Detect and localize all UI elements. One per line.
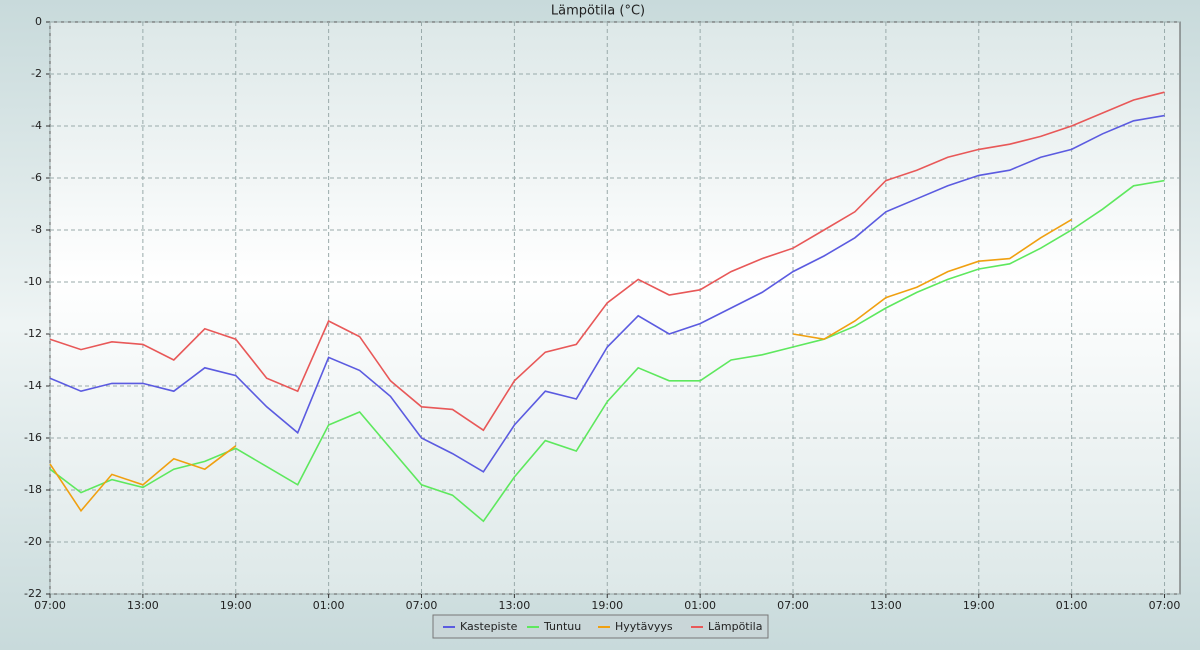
y-tick-label: 0 (35, 15, 42, 28)
y-tick-label: -18 (24, 483, 42, 496)
y-tick-label: -8 (31, 223, 42, 236)
x-tick-label: 01:00 (684, 599, 716, 612)
legend: Kastepiste Tuntuu Hyytävyys Lämpötila (432, 614, 769, 639)
legend-label: Tuntuu (543, 620, 581, 633)
legend-label: Kastepiste (460, 620, 518, 633)
x-tick-label: 13:00 (127, 599, 159, 612)
x-tick-label: 07:00 (34, 599, 66, 612)
x-tick-label: 07:00 (777, 599, 809, 612)
x-tick-label: 01:00 (313, 599, 345, 612)
chart-title: Lämpötila (°C) (551, 4, 645, 19)
y-tick-label: -2 (31, 67, 42, 80)
x-tick-label: 07:00 (1149, 599, 1181, 612)
x-tick-label: 13:00 (870, 599, 902, 612)
series-line (49, 114, 1165, 473)
x-tick-label: 19:00 (963, 599, 995, 612)
y-tick-label: -10 (24, 275, 42, 288)
legend-label: Lämpötila (708, 620, 762, 633)
series-line (49, 91, 1165, 432)
y-tick-label: -12 (24, 327, 42, 340)
x-tick-label: 01:00 (1056, 599, 1088, 612)
legend-label: Hyytävyys (615, 620, 673, 633)
x-tick-label: 19:00 (591, 599, 623, 612)
y-tick-label: -16 (24, 431, 42, 444)
y-tick-label: -20 (24, 535, 42, 548)
x-tick-label: 19:00 (220, 599, 252, 612)
y-tick-label: -4 (31, 119, 42, 132)
y-tick-label: -14 (24, 379, 42, 392)
x-tick-label: 07:00 (406, 599, 438, 612)
series-line (49, 218, 1073, 513)
y-tick-label: -22 (24, 587, 42, 600)
plot-area (49, 21, 1181, 595)
x-tick-label: 13:00 (499, 599, 531, 612)
y-tick-label: -6 (31, 171, 42, 184)
series-line (49, 179, 1165, 523)
